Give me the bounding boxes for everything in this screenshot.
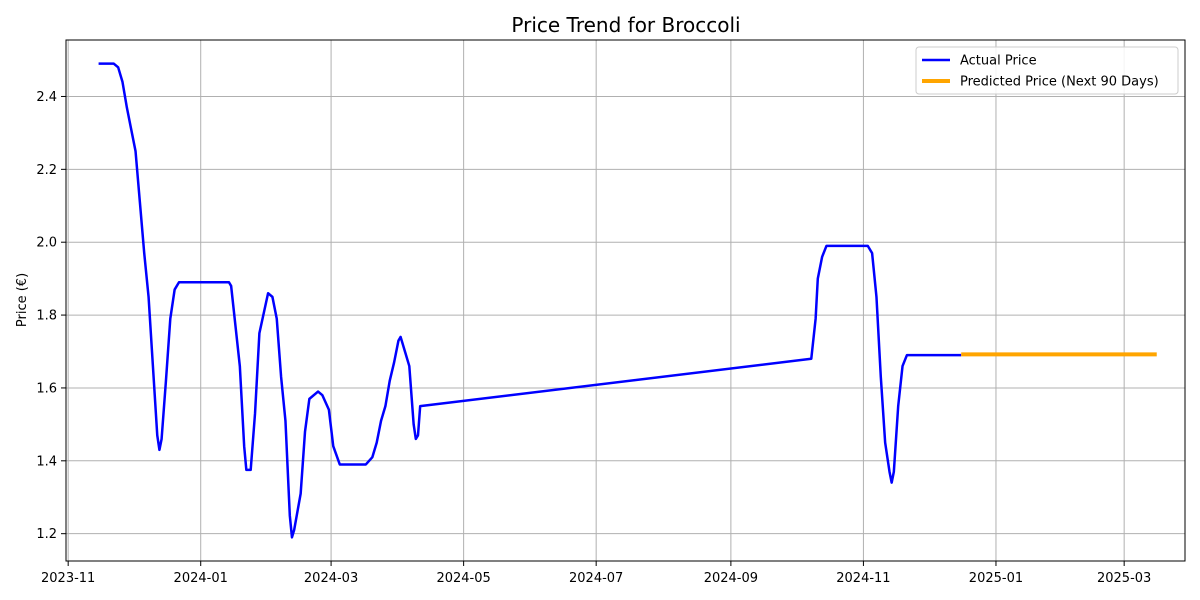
legend-label: Predicted Price (Next 90 Days): [960, 75, 1159, 90]
legend-label: Actual Price: [960, 54, 1037, 69]
x-tick-label: 2024-01: [174, 571, 228, 586]
y-tick-label: 1.4: [36, 454, 57, 469]
y-tick-label: 1.6: [36, 381, 57, 396]
x-axis-ticks: 2023-11 2024-01 2024-03 2024-05 2024-07 2024-…: [41, 561, 1151, 586]
y-tick-label: 2.0: [36, 236, 57, 251]
x-tick-label: 2023-11: [41, 571, 95, 586]
y-tick-label: 2.4: [36, 90, 57, 105]
x-tick-label: 2024-03: [304, 571, 358, 586]
x-tick-label: 2024-09: [704, 571, 758, 586]
x-tick-label: 2024-05: [436, 571, 490, 586]
y-tick-label: 1.8: [36, 309, 57, 324]
plot-frame: [65, 39, 1186, 562]
y-tick-label: 2.2: [36, 163, 57, 178]
x-tick-label: 2025-03: [1097, 571, 1151, 586]
chart-title: Price Trend for Broccoli: [511, 13, 740, 37]
y-axis-label: Price (€): [15, 273, 30, 327]
x-tick-label: 2024-07: [569, 571, 623, 586]
y-tick-label: 1.2: [36, 527, 57, 542]
legend-box: [915, 46, 1179, 95]
series-lines: [98, 62, 1157, 539]
y-axis-ticks: 1.2 1.4 1.6 1.8 2.0 2.2 2.4: [36, 90, 66, 542]
legend: Actual Price Predicted Price (Next 90 Day…: [915, 46, 1179, 95]
actual-price-line: [98, 62, 962, 539]
x-tick-label: 2024-11: [836, 571, 890, 586]
x-tick-label: 2025-01: [969, 571, 1023, 586]
